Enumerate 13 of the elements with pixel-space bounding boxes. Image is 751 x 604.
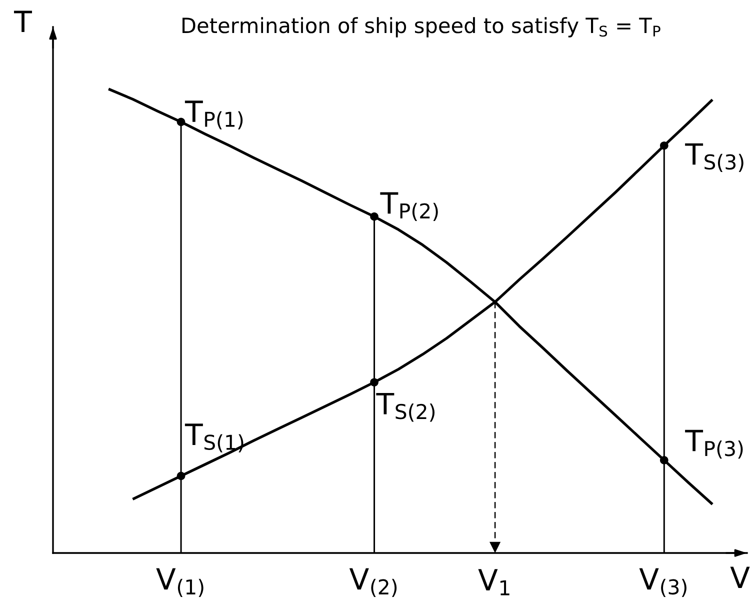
- annotation: T$_{P(3)}$: [685, 430, 743, 459]
- x-tick-label: V$_{(3)}$: [639, 568, 686, 598]
- annotation: T$_{S(2)}$: [376, 392, 434, 422]
- annotation: T$_{P(2)}$: [380, 192, 438, 222]
- x-axis-title: V: [730, 566, 750, 588]
- annotation: T$_{S(3)}$: [685, 143, 744, 172]
- chart-title: Determination of ship speed to satisfy T$_{S}$ = T$_{P}$: [182, 17, 660, 38]
- y-axis-title: T: [14, 10, 32, 32]
- annotation: T$_{S(1)}$: [184, 424, 244, 452]
- annotation: T$_{P(1)}$: [184, 100, 243, 130]
- x-tick-label: V$_{1}$: [478, 569, 510, 596]
- x-tick-label: V$_{(2)}$: [349, 568, 397, 598]
- x-tick-label: V$_{(1)}$: [156, 568, 204, 598]
